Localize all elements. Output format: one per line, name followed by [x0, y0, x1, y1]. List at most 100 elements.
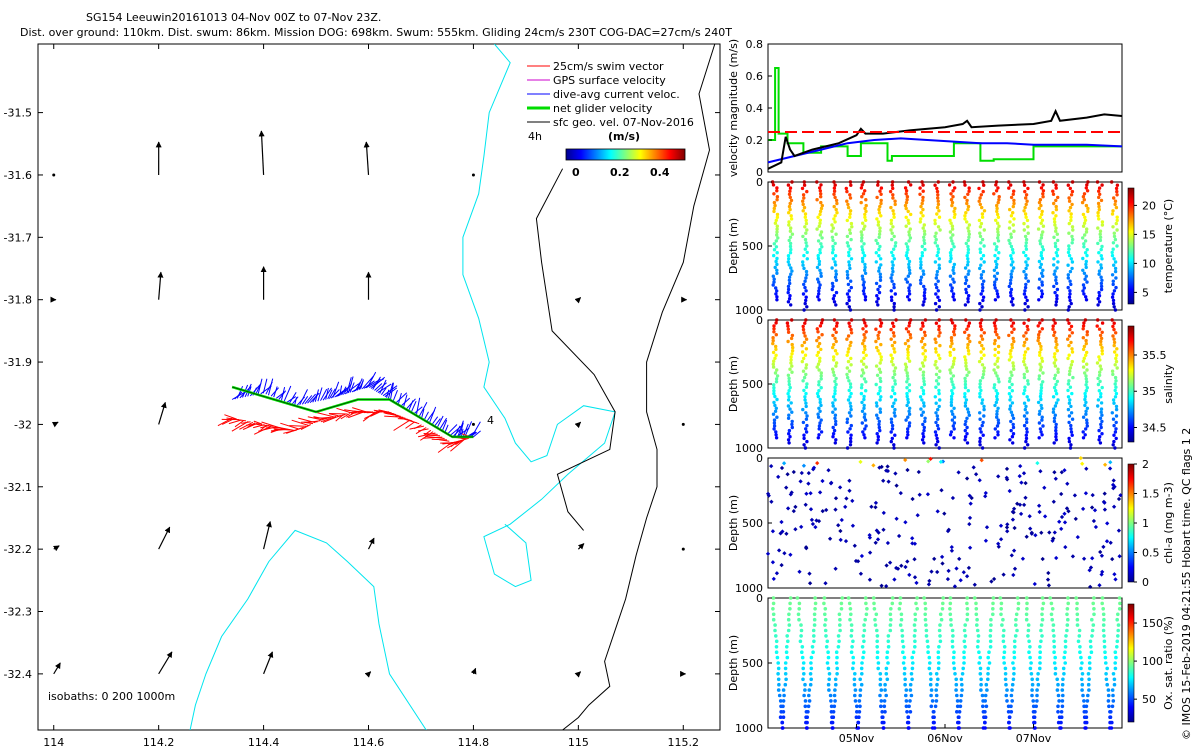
section-point [967, 294, 971, 298]
section-point [1040, 406, 1044, 410]
section-point [800, 186, 805, 191]
section-point [834, 207, 838, 212]
section-point [877, 269, 881, 273]
section-point [1085, 330, 1090, 334]
section-point [993, 324, 997, 328]
section-point [1075, 601, 1079, 606]
section-point [963, 435, 968, 439]
section-point [786, 284, 791, 289]
section-point [774, 344, 778, 349]
section-point [876, 392, 881, 396]
section-point [864, 612, 869, 617]
section-point [986, 655, 990, 660]
section-point [1038, 655, 1042, 660]
section-point [890, 423, 895, 428]
section-point [935, 423, 940, 428]
section-point [1038, 409, 1042, 413]
section-point [803, 237, 808, 242]
section-point [1023, 301, 1027, 306]
section-point [1054, 432, 1058, 436]
section-point [833, 392, 837, 396]
section-point [833, 260, 837, 264]
section-point [936, 279, 940, 283]
section-point [1110, 556, 1115, 562]
section-point [891, 186, 895, 191]
section-point [936, 250, 940, 255]
section-point [905, 436, 909, 440]
section-point [966, 300, 970, 304]
section-point [775, 256, 779, 261]
section-point [951, 233, 955, 237]
section-point [826, 655, 831, 660]
section-point [954, 566, 959, 571]
section-point [940, 561, 945, 566]
section-point [1081, 268, 1085, 272]
dac-vector [423, 411, 429, 421]
section-point [771, 617, 776, 622]
section-point [1112, 340, 1117, 345]
dac-vector [473, 430, 481, 438]
section-point [992, 368, 996, 372]
section-point [876, 183, 880, 187]
section-point [1028, 645, 1032, 649]
section-point [907, 324, 911, 328]
section-point [1026, 379, 1030, 383]
isobath-200-line [462, 44, 616, 588]
section-point [803, 301, 807, 306]
section-point [804, 269, 809, 274]
section-point [935, 205, 940, 210]
section-point [922, 294, 926, 298]
section-point [1067, 353, 1071, 357]
dac-vector [356, 378, 363, 391]
section-point [1026, 225, 1030, 229]
section-point [860, 645, 865, 649]
section-point [831, 367, 835, 371]
section-point [818, 268, 822, 272]
section-point [805, 189, 809, 194]
section-point [995, 206, 999, 211]
section-point [819, 371, 823, 375]
section-point [1040, 271, 1044, 275]
section-point [860, 374, 864, 378]
section-point [963, 376, 967, 381]
section-point [873, 623, 878, 627]
section-point [963, 428, 967, 433]
section-point [966, 192, 970, 196]
section-point [1082, 198, 1087, 202]
section-point [964, 318, 968, 322]
section-point [1117, 607, 1122, 611]
section-point [949, 198, 954, 202]
section-point [1113, 395, 1118, 399]
section-point [989, 579, 994, 584]
section-point [861, 371, 866, 375]
section-point [921, 345, 925, 350]
section-point [1113, 577, 1118, 582]
section-point [881, 527, 886, 532]
section-point [1022, 446, 1027, 450]
section-point [1097, 438, 1101, 442]
section-point [952, 330, 956, 334]
section-point [861, 655, 865, 660]
section-point [1022, 334, 1026, 338]
section-point [786, 639, 790, 644]
section-point [785, 472, 790, 477]
section-point [978, 655, 982, 660]
section-point [950, 418, 955, 422]
section-point [790, 422, 794, 427]
section-point [831, 425, 835, 430]
section-point [996, 421, 1001, 425]
section-point [1023, 385, 1027, 389]
section-point [1054, 555, 1059, 561]
section-point [1096, 226, 1100, 230]
section-point [977, 478, 982, 483]
section-point [860, 672, 864, 676]
section-point [1096, 260, 1100, 264]
section-point [934, 350, 938, 354]
section-point [1055, 294, 1059, 298]
section-point [774, 571, 780, 576]
section-point [1113, 350, 1117, 354]
section-point [967, 321, 972, 325]
section-point [790, 342, 794, 347]
section-point [948, 596, 953, 600]
